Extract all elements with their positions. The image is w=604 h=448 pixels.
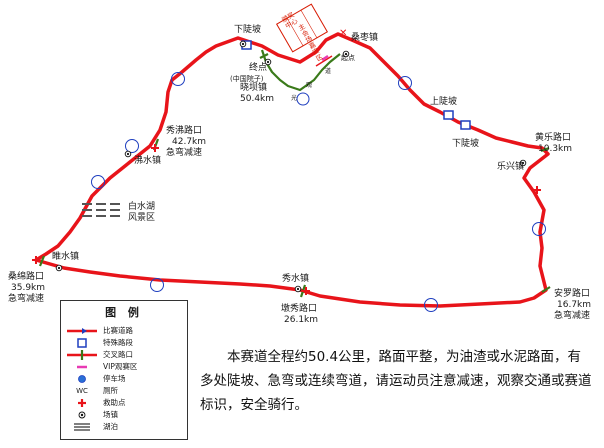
label-xiuyong-lukou: 秀沸路口 — [166, 126, 203, 136]
label-route-sign-c: 道 — [325, 68, 332, 75]
label-start-zone: 起点 — [341, 54, 355, 62]
label-xiushuizhen: 秀水镇 — [282, 274, 310, 284]
label-huangle-km: 10.3km — [538, 144, 573, 154]
town-icon — [78, 411, 86, 419]
label-huangle-lukou: 黄乐路口 — [535, 133, 572, 143]
parking-icon — [78, 375, 86, 383]
label-xiaobazhen: 晓坝镇 — [240, 83, 268, 93]
intersection-marker — [259, 53, 269, 59]
map-legend: 图 例 比赛道路 特殊路段 交叉路口 VIP观赛区 停车场 WC 厕所 救助点 … — [60, 300, 188, 440]
label-xiaobazhen-km: 50.4km — [240, 94, 275, 104]
town-marker — [55, 264, 63, 272]
label-xialupo-top: 下陡坡 — [234, 25, 262, 35]
town-marker — [519, 159, 527, 167]
parking-marker — [91, 175, 105, 189]
intersection-icon — [67, 350, 97, 360]
vip-zone-box — [275, 3, 329, 53]
legend-item-toilet: WC 厕所 — [65, 385, 185, 397]
label-route-sign-a: 观 — [306, 82, 313, 89]
parking-marker — [424, 298, 438, 312]
town-markers — [55, 40, 527, 293]
race-road-icon — [67, 328, 97, 334]
label-sangmian-km: 35.9km — [11, 283, 46, 293]
parking-marker — [398, 76, 412, 90]
label-xiuyong-km: 42.7km — [172, 137, 207, 147]
parking-marker — [171, 72, 185, 86]
label-anluo-warn: 急弯减速 — [554, 311, 591, 321]
label-xialupo-right: 下陡坡 — [452, 139, 480, 149]
legend-item-aid-point: 救助点 — [65, 397, 185, 409]
legend-item-special-section: 特殊路段 — [65, 337, 185, 349]
label-sangzaozhen: 桑枣镇 — [351, 33, 379, 43]
race-route-line — [34, 32, 550, 308]
label-baishuihu: 白水湖 — [128, 202, 156, 212]
legend-item-intersection: 交叉路口 — [65, 349, 185, 361]
special-section-icon — [77, 338, 87, 348]
parking-markers — [91, 72, 546, 312]
special-section-marker — [443, 110, 454, 120]
parking-marker — [125, 139, 139, 153]
legend-item-town: 场镇 — [65, 409, 185, 421]
label-sangmian-warn: 急弯减速 — [8, 294, 45, 304]
aid-point-icon: ✕ — [339, 28, 347, 39]
legend-item-parking: 停车场 — [65, 373, 185, 385]
legend-item-lake: 湖泊 — [65, 421, 185, 433]
legend-title: 图 例 — [105, 306, 143, 319]
parking-marker — [296, 92, 310, 106]
label-dunxiu-km: 26.1km — [284, 315, 319, 325]
finish-branch-line — [260, 49, 341, 92]
town-marker — [124, 150, 132, 158]
aid-point-icon — [151, 144, 159, 152]
label-zhongdian: 终点 — [249, 63, 268, 73]
parking-marker — [532, 222, 546, 236]
label-xiuyong-warn: 急弯减速 — [166, 148, 203, 158]
finish-branch-vip — [321, 54, 329, 62]
parking-marker — [150, 278, 164, 292]
intersection-marker — [38, 255, 46, 267]
label-anluo-lukou: 安罗路口 — [554, 289, 591, 299]
finish-branch-dash — [315, 55, 333, 67]
special-section-marker — [460, 120, 471, 130]
label-route-sign-b: 光 — [291, 95, 298, 102]
route-description: 本赛道全程约50.4公里，路面平整，为油渣或水泥路面，有多处陡坡、急弯或连续弯道… — [200, 349, 592, 413]
intersection-markers — [38, 53, 551, 298]
town-marker — [294, 285, 302, 293]
intersection-marker — [540, 146, 550, 153]
town-marker — [342, 50, 350, 58]
toilet-icon: WC — [76, 387, 88, 395]
aid-point-icon — [78, 399, 86, 407]
label-yongshuizhen: 沸水镇 — [134, 156, 162, 166]
vip-area-icon — [77, 365, 87, 369]
town-marker — [239, 40, 247, 48]
label-fengjingqu: 风景区 — [128, 213, 156, 223]
label-anluo-km: 16.7km — [557, 300, 592, 310]
label-dunxiu-lukou: 墩秀路口 — [281, 304, 318, 314]
aid-point-icon — [302, 287, 310, 295]
label-suishuizhen: 睢水镇 — [52, 252, 80, 262]
label-zhongguo-yuanzi: (中国院子) — [230, 75, 264, 83]
label-lexingzhen: 乐兴镇 — [497, 162, 525, 172]
intersection-marker — [541, 286, 551, 293]
lake-icon — [74, 423, 90, 431]
town-marker — [264, 58, 272, 66]
label-sangmian-lukou: 桑绵路口 — [8, 272, 45, 282]
label-shanglupo: 上陡坡 — [430, 97, 458, 107]
lake-symbol — [82, 203, 120, 217]
legend-item-vip-area: VIP观赛区 — [65, 361, 185, 373]
aid-points — [32, 144, 541, 295]
aid-point-icon — [32, 256, 40, 264]
legend-item-race-road: 比赛道路 — [65, 325, 185, 337]
aid-point-icon — [533, 186, 541, 194]
